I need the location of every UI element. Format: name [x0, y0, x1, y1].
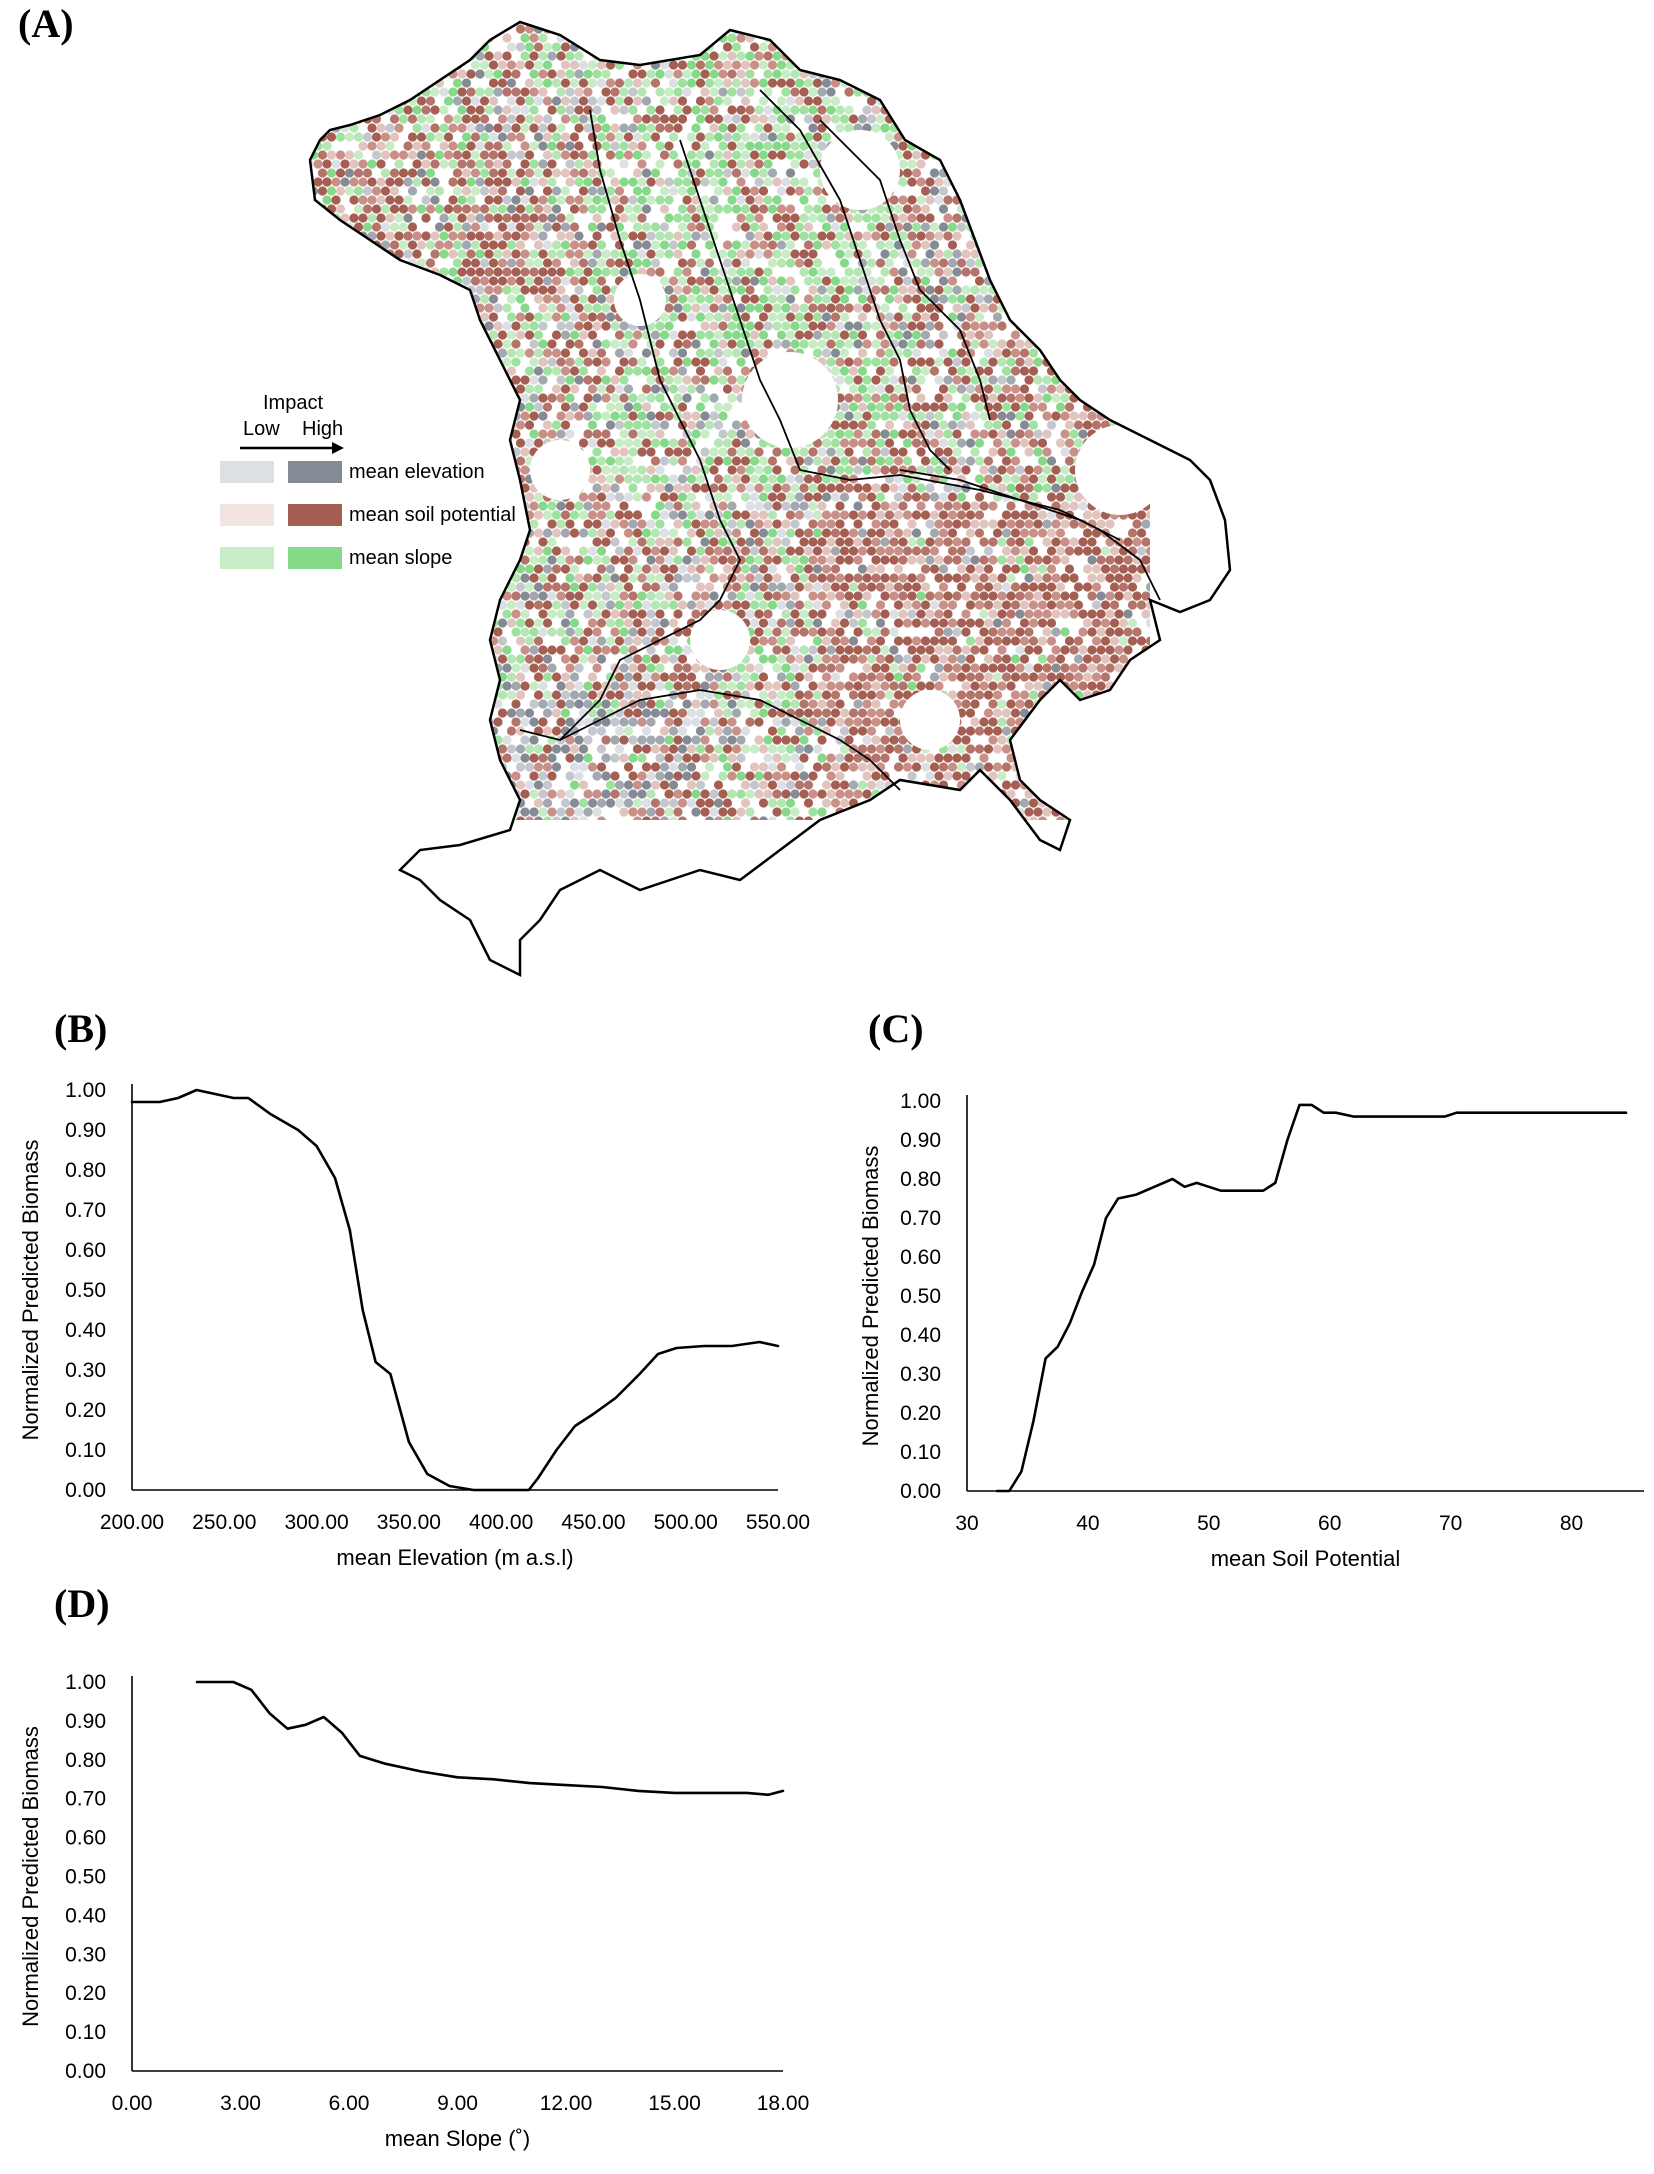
panel-label-c: (C) [868, 1006, 924, 1051]
panel-label-d: (D) [54, 1581, 110, 1626]
y-tick-label: 0.60 [900, 1246, 941, 1269]
y-tick-label: 0.60 [65, 1827, 106, 1850]
legend-label-elevation: mean elevation [349, 461, 485, 483]
y-tick-label: 0.70 [900, 1207, 941, 1230]
y-tick-label: 0.50 [900, 1285, 941, 1308]
legend-swatch-elevation-low [220, 461, 274, 483]
map-svg [308, 20, 1232, 977]
chart-elevation: 0.00 0.10 0.20 0.30 0.40 0.50 0.60 0.70 0.80 0.90… [18, 1079, 810, 1570]
y-axis-label: Normalized Predicted Biomass [18, 1726, 43, 2027]
y-tick-label: 0.80 [65, 1159, 106, 1182]
y-tick-label: 0.40 [900, 1324, 941, 1347]
series-line [195, 1680, 785, 1797]
x-tick-label: 80 [1560, 1512, 1583, 1535]
y-tick-label: 0.90 [900, 1129, 941, 1152]
x-tick-label: 30 [955, 1512, 978, 1535]
y-tick-label: 1.00 [65, 1079, 106, 1102]
y-tick-label: 1.00 [65, 1671, 106, 1694]
y-tick-label: 0.00 [65, 1479, 106, 1502]
y-tick-label: 0.20 [900, 1402, 941, 1425]
y-tick-label: 0.00 [900, 1480, 941, 1503]
panel-label-a: (A) [18, 1, 74, 46]
legend-title: Impact [263, 392, 324, 414]
x-axis-label: mean Elevation (m a.s.l) [336, 1545, 573, 1570]
y-tick-label: 0.90 [65, 1710, 106, 1733]
y-tick-label: 0.20 [65, 1982, 106, 2005]
y-tick-label: 0.40 [65, 1904, 106, 1927]
x-tick-label: 70 [1439, 1512, 1462, 1535]
y-tick-label: 0.10 [65, 2021, 106, 2044]
panel-label-b: (B) [54, 1006, 108, 1051]
x-tick-label: 300.00 [284, 1511, 348, 1534]
chart-soil-potential: 0.00 0.10 0.20 0.30 0.40 0.50 0.60 0.70 0.80 0.90… [858, 1090, 1644, 1571]
legend-low-label: Low [243, 418, 280, 440]
y-tick-label: 0.70 [65, 1199, 106, 1222]
series-line [130, 1088, 780, 1492]
legend-swatch-slope-high [288, 547, 342, 569]
x-tick-label: 9.00 [437, 2092, 478, 2115]
x-tick-label: 6.00 [329, 2092, 370, 2115]
x-axis-label: mean Soil Potential [1211, 1546, 1401, 1571]
legend-label-soil: mean soil potential [349, 504, 516, 526]
chart-slope: 0.00 0.10 0.20 0.30 0.40 0.50 0.60 0.70 0.80 0.90… [18, 1671, 810, 2151]
x-tick-label: 12.00 [540, 2092, 593, 2115]
y-tick-label: 0.60 [65, 1239, 106, 1262]
y-tick-label: 0.80 [65, 1749, 106, 1772]
x-tick-label: 50 [1197, 1512, 1220, 1535]
legend-swatch-soil-low [220, 504, 274, 526]
series-line [995, 1103, 1628, 1493]
y-axis-label: Normalized Predicted Biomass [858, 1146, 883, 1447]
y-tick-label: 0.50 [65, 1866, 106, 1889]
impact-map [0, 0, 1654, 990]
x-tick-label: 3.00 [220, 2092, 261, 2115]
y-tick-label: 1.00 [900, 1090, 941, 1113]
x-tick-label: 500.00 [654, 1511, 718, 1534]
x-tick-label: 0.00 [112, 2092, 153, 2115]
x-tick-label: 18.00 [757, 2092, 810, 2115]
y-tick-label: 0.40 [65, 1319, 106, 1342]
legend-arrow-icon [240, 442, 344, 454]
y-tick-label: 0.20 [65, 1399, 106, 1422]
y-axis-label: Normalized Predicted Biomass [18, 1140, 43, 1441]
x-tick-label: 60 [1318, 1512, 1341, 1535]
y-tick-label: 0.00 [65, 2060, 106, 2083]
y-tick-label: 0.10 [65, 1439, 106, 1462]
x-tick-label: 450.00 [561, 1511, 625, 1534]
y-tick-label: 0.90 [65, 1119, 106, 1142]
y-tick-label: 0.80 [900, 1168, 941, 1191]
legend-high-label: High [302, 418, 344, 440]
x-tick-label: 350.00 [377, 1511, 441, 1534]
x-tick-label: 40 [1076, 1512, 1099, 1535]
y-tick-label: 0.30 [65, 1359, 106, 1382]
y-tick-label: 0.30 [900, 1363, 941, 1386]
x-tick-label: 250.00 [192, 1511, 256, 1534]
x-axis-label: mean Slope (˚) [385, 2126, 531, 2151]
y-tick-label: 0.30 [65, 1943, 106, 1966]
x-tick-label: 200.00 [100, 1511, 164, 1534]
x-tick-label: 15.00 [648, 2092, 701, 2115]
legend-swatch-soil-high [288, 504, 342, 526]
legend-label-slope: mean slope [349, 547, 453, 569]
legend-swatch-slope-low [220, 547, 274, 569]
x-tick-label: 400.00 [469, 1511, 533, 1534]
legend-swatch-elevation-high [288, 461, 342, 483]
y-tick-label: 0.10 [900, 1441, 941, 1464]
y-tick-label: 0.50 [65, 1279, 106, 1302]
y-tick-label: 0.70 [65, 1788, 106, 1811]
x-tick-label: 550.00 [746, 1511, 810, 1534]
